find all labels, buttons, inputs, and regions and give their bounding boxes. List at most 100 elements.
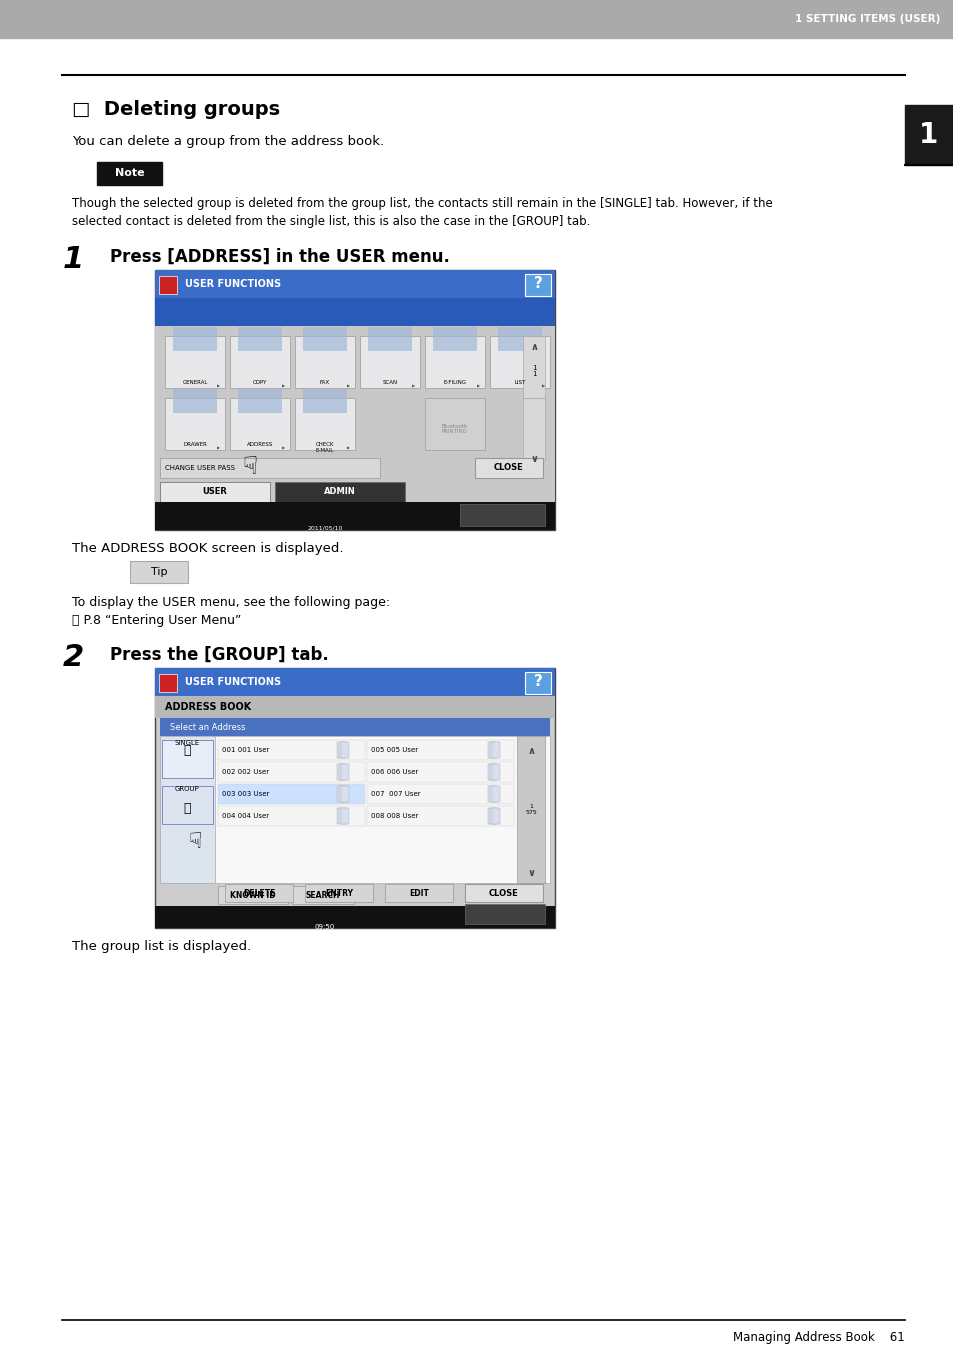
Text: 002 002 User: 002 002 User bbox=[222, 769, 269, 775]
Text: ▶: ▶ bbox=[412, 384, 416, 388]
Bar bbox=[359, 336, 419, 388]
Bar bbox=[488, 765, 496, 780]
Bar bbox=[424, 336, 484, 388]
Bar bbox=[294, 399, 355, 450]
Text: ▶: ▶ bbox=[282, 384, 285, 388]
Bar bbox=[294, 336, 355, 388]
Text: CLOSE: CLOSE bbox=[494, 463, 523, 473]
Text: ADDRESS BOOK: ADDRESS BOOK bbox=[165, 703, 251, 712]
Text: DELETE: DELETE bbox=[243, 889, 274, 897]
Bar bbox=[336, 765, 345, 780]
Text: ▶: ▶ bbox=[476, 384, 480, 388]
Text: Note: Note bbox=[115, 168, 145, 178]
Bar bbox=[490, 742, 497, 758]
Text: Managing Address Book    61: Managing Address Book 61 bbox=[733, 1332, 904, 1344]
Bar bbox=[336, 786, 345, 802]
Text: COPY: COPY bbox=[253, 380, 267, 385]
Bar bbox=[368, 327, 412, 351]
Bar bbox=[162, 786, 213, 824]
Text: ∨: ∨ bbox=[530, 454, 537, 463]
Bar bbox=[340, 765, 349, 780]
Bar bbox=[154, 270, 555, 530]
Text: The group list is displayed.: The group list is displayed. bbox=[71, 940, 251, 952]
Text: 09:50: 09:50 bbox=[314, 924, 335, 929]
Text: Bluetooth
PRINTING: Bluetooth PRINTING bbox=[441, 424, 468, 435]
Bar bbox=[305, 884, 373, 902]
Bar bbox=[490, 336, 550, 388]
Bar bbox=[303, 327, 347, 351]
Bar bbox=[367, 762, 514, 782]
Bar bbox=[154, 326, 555, 526]
Text: GROUP: GROUP bbox=[175, 786, 200, 792]
Text: 1
575: 1 575 bbox=[524, 804, 537, 815]
Text: ▶: ▶ bbox=[217, 446, 220, 450]
Text: E-FILING: E-FILING bbox=[443, 380, 466, 385]
Text: 008 008 User: 008 008 User bbox=[371, 813, 418, 819]
Text: Though the selected group is deleted from the group list, the contacts still rem: Though the selected group is deleted fro… bbox=[71, 197, 772, 209]
Text: You can delete a group from the address book.: You can delete a group from the address … bbox=[71, 135, 384, 149]
Bar bbox=[159, 674, 177, 692]
Bar bbox=[524, 274, 551, 296]
Bar bbox=[522, 336, 544, 399]
Text: ADDRESS: ADDRESS bbox=[247, 442, 273, 447]
Bar bbox=[218, 807, 365, 825]
Text: 2011/05/10
05:00: 2011/05/10 05:00 bbox=[307, 526, 342, 536]
Text: ☟: ☟ bbox=[242, 455, 257, 480]
Bar bbox=[303, 389, 347, 413]
Text: To display the USER menu, see the following page:: To display the USER menu, see the follow… bbox=[71, 596, 390, 609]
Bar bbox=[459, 504, 544, 526]
Bar bbox=[492, 786, 499, 802]
Bar bbox=[367, 807, 514, 825]
Bar bbox=[336, 808, 345, 824]
Text: GENERAL: GENERAL bbox=[182, 380, 208, 385]
Text: ?: ? bbox=[533, 674, 542, 689]
Text: ▶: ▶ bbox=[217, 384, 220, 388]
Bar bbox=[154, 503, 555, 530]
Text: EDIT: EDIT bbox=[409, 889, 429, 897]
Text: 1: 1 bbox=[63, 245, 84, 274]
Bar bbox=[338, 808, 347, 824]
Text: 006 006 User: 006 006 User bbox=[371, 769, 418, 775]
Bar bbox=[218, 740, 365, 761]
Text: 007  007 User: 007 007 User bbox=[371, 790, 420, 797]
Bar bbox=[218, 784, 365, 804]
Text: DRAWER: DRAWER bbox=[183, 442, 207, 447]
Text: □  Deleting groups: □ Deleting groups bbox=[71, 100, 280, 119]
Text: 1
1: 1 1 bbox=[531, 365, 536, 377]
Bar bbox=[160, 482, 270, 503]
Text: ☟: ☟ bbox=[188, 832, 201, 852]
Bar bbox=[230, 399, 290, 450]
Bar bbox=[338, 742, 347, 758]
Text: ∨: ∨ bbox=[526, 867, 535, 878]
Bar bbox=[154, 667, 555, 696]
Bar bbox=[162, 740, 213, 778]
Text: KNOWN ID: KNOWN ID bbox=[230, 890, 275, 900]
Bar bbox=[292, 886, 354, 904]
Text: selected contact is deleted from the single list, this is also the case in the [: selected contact is deleted from the sin… bbox=[71, 215, 590, 228]
Text: ▶: ▶ bbox=[347, 384, 350, 388]
Text: 2: 2 bbox=[63, 643, 84, 671]
Text: Press the [GROUP] tab.: Press the [GROUP] tab. bbox=[110, 646, 329, 663]
Bar bbox=[497, 327, 541, 351]
Bar bbox=[237, 327, 282, 351]
Text: ⎙ P.8 “Entering User Menu”: ⎙ P.8 “Entering User Menu” bbox=[71, 613, 241, 627]
Bar bbox=[367, 784, 514, 804]
Bar bbox=[464, 904, 544, 924]
Text: ∧: ∧ bbox=[530, 342, 537, 353]
Text: ▶: ▶ bbox=[282, 446, 285, 450]
Text: Select an Address: Select an Address bbox=[170, 723, 245, 731]
Bar bbox=[218, 762, 365, 782]
Text: ∧: ∧ bbox=[526, 746, 535, 757]
Text: ▶: ▶ bbox=[347, 446, 350, 450]
Bar bbox=[160, 736, 550, 884]
Bar bbox=[385, 884, 453, 902]
Text: 005 005 User: 005 005 User bbox=[371, 747, 417, 753]
Bar bbox=[492, 742, 499, 758]
Bar bbox=[340, 742, 349, 758]
Text: JOB STATUS ▶: JOB STATUS ▶ bbox=[477, 931, 532, 938]
Text: 1: 1 bbox=[919, 122, 938, 149]
Text: SCAN: SCAN bbox=[382, 380, 397, 385]
Bar bbox=[154, 270, 555, 299]
Bar bbox=[338, 786, 347, 802]
Text: 004 004 User: 004 004 User bbox=[222, 813, 269, 819]
